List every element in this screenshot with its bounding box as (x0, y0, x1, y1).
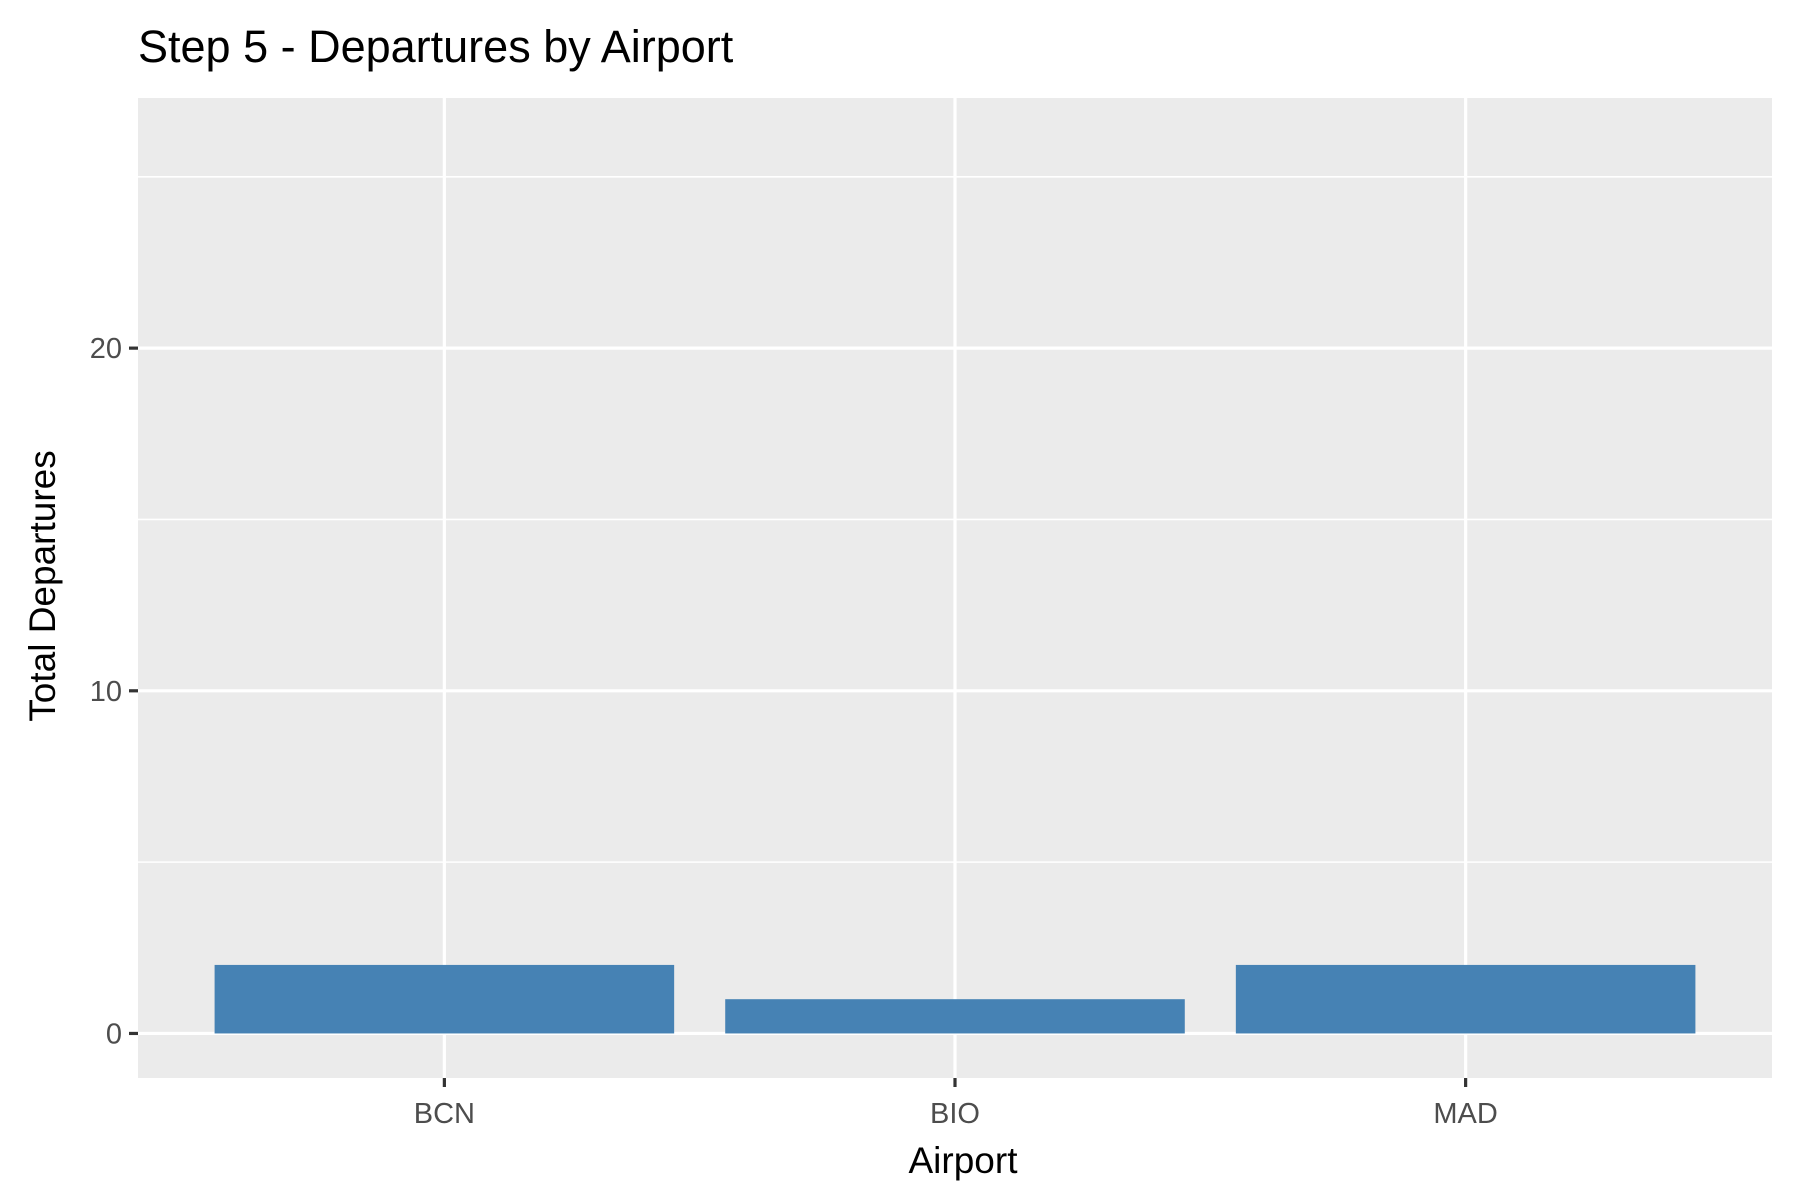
bar-mad (1235, 964, 1696, 1034)
axes: 0 10 20 BCN BIO MAD (90, 333, 1498, 1130)
bar-bio (725, 999, 1185, 1034)
y-axis-title: Total Departures (22, 450, 63, 721)
y-tick-label-2: 20 (90, 333, 122, 365)
bar-bcn (214, 964, 675, 1034)
x-tick-label-bio: BIO (930, 1098, 980, 1130)
y-tick-label-0: 0 (106, 1018, 122, 1050)
x-axis-title: Airport (909, 1140, 1019, 1181)
x-tick-label-bcn: BCN (414, 1098, 475, 1130)
x-tick-label-mad: MAD (1433, 1098, 1497, 1130)
bars (214, 964, 1696, 1034)
chart-title: Step 5 - Departures by Airport (138, 21, 734, 72)
y-tick-label-1: 10 (90, 676, 122, 708)
